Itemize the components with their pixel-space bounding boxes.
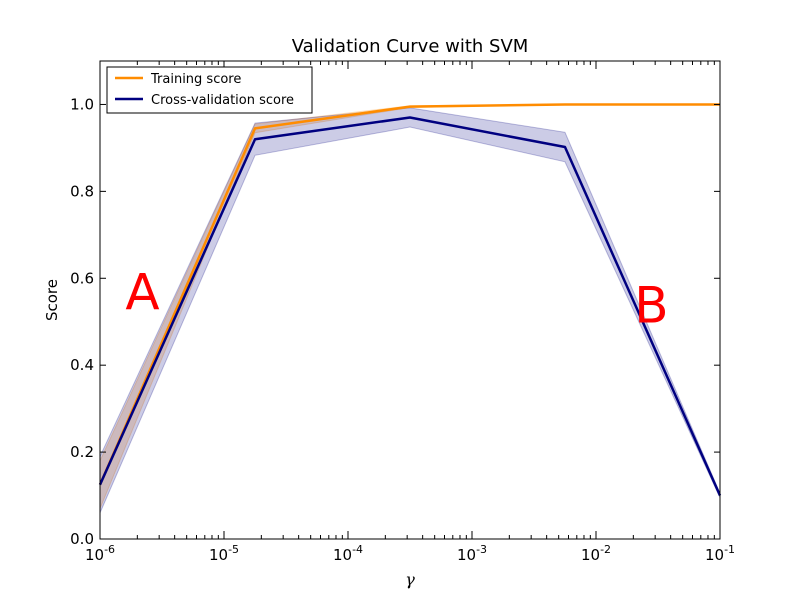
legend-label-training: Training score (150, 72, 241, 87)
confidence-band-0 (99, 103, 720, 509)
plot-frame (99, 60, 721, 540)
x-tick-label: 10-5 (209, 543, 239, 564)
annotation-a: A (125, 263, 159, 321)
chart-title: Validation Curve with SVM (292, 36, 529, 57)
y-tick-label: 0.2 (70, 443, 94, 461)
legend-label-cross-validation: Cross-validation score (151, 93, 294, 108)
axis-tick-labels: 0.0 0.2 0.4 0.6 0.8 1.0 10-6 10-5 10-4 10-3 10-2 10… (70, 95, 735, 564)
y-tick-label: 0.6 (70, 269, 94, 287)
series-lines (98, 103, 722, 497)
cross-validation-score-line (98, 116, 722, 497)
y-tick-label: 0.0 (70, 530, 94, 548)
x-tick-label: 10-1 (705, 543, 735, 564)
legend-box (106, 66, 313, 114)
x-tick-label: 10-2 (581, 543, 611, 564)
y-tick-label: 1.0 (70, 95, 94, 113)
y-tick-label: 0.8 (70, 182, 94, 200)
x-tick-label: 10-6 (85, 543, 115, 564)
x-axis-label: γ (405, 570, 415, 589)
y-axis-label: Score (43, 279, 61, 321)
x-tick-label: 10-3 (457, 543, 487, 564)
training-score-line (98, 103, 720, 486)
legend: Training score Cross-validation score (106, 66, 313, 114)
y-tick-label: 0.4 (70, 356, 94, 374)
confidence-bands (99, 103, 721, 514)
confidence-band-1 (99, 107, 721, 514)
annotation-b: B (634, 276, 668, 334)
x-tick-label: 10-4 (333, 543, 363, 564)
axis-ticks (99, 61, 721, 540)
